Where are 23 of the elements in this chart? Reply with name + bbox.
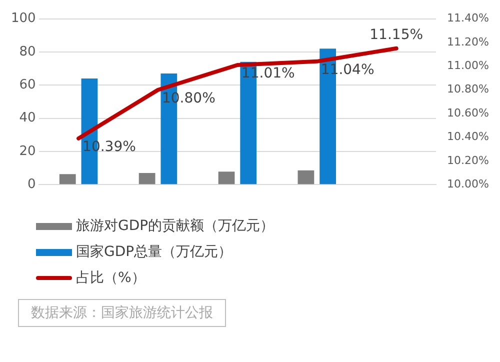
- data-label: 11.15%: [370, 27, 424, 44]
- y2-tick-label: 10.20%: [447, 154, 490, 167]
- y-tick-label: 20: [19, 144, 36, 159]
- y2-tick-label: 11.00%: [447, 59, 490, 72]
- source-note: 数据来源：国家旅游统计公报: [18, 299, 226, 327]
- y2-tick-label: 10.40%: [447, 130, 490, 144]
- y-tick-label: 80: [19, 44, 36, 60]
- y2-tick-label: 10.00%: [447, 177, 490, 190]
- y-tick-label: 100: [10, 11, 36, 26]
- y2-tick-label: 10.60%: [447, 106, 490, 120]
- legend-label: 旅游对GDP的贡献额（万亿元）: [76, 217, 274, 235]
- y-tick-label: 40: [19, 110, 36, 126]
- bar: [59, 174, 76, 184]
- bar: [218, 172, 235, 184]
- y2-tick-label: 11.40%: [447, 12, 490, 25]
- bar: [138, 172, 156, 184]
- y2-tick-label: 11.20%: [447, 35, 490, 48]
- bar: [298, 170, 314, 184]
- y2-tick-label: 10.80%: [447, 82, 490, 96]
- y-tick-label: 60: [19, 77, 36, 92]
- legend-label: 国家GDP总量（万亿元）: [76, 243, 232, 261]
- y-tick-label: 0: [28, 176, 36, 192]
- legend-label: 占比（%）: [76, 269, 146, 287]
